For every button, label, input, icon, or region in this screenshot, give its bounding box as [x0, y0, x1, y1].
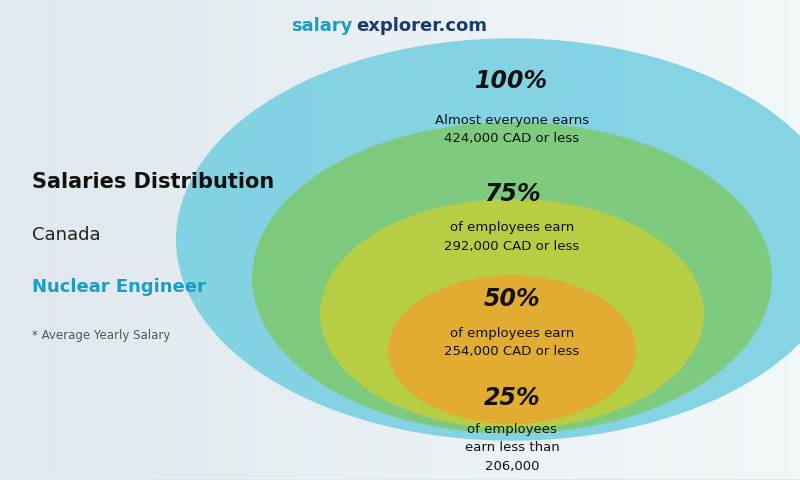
Circle shape	[252, 122, 772, 433]
Text: 75%: 75%	[484, 182, 540, 206]
Text: salary: salary	[290, 17, 352, 36]
Text: 50%: 50%	[484, 288, 540, 312]
Circle shape	[388, 276, 636, 424]
Text: Almost everyone earns
424,000 CAD or less: Almost everyone earns 424,000 CAD or les…	[435, 114, 589, 145]
Text: * Average Yearly Salary: * Average Yearly Salary	[32, 329, 170, 342]
Text: Salaries Distribution: Salaries Distribution	[32, 172, 274, 192]
Text: of employees earn
292,000 CAD or less: of employees earn 292,000 CAD or less	[444, 221, 580, 253]
Circle shape	[320, 199, 704, 429]
Text: of employees
earn less than
206,000: of employees earn less than 206,000	[465, 423, 559, 473]
Circle shape	[176, 38, 800, 441]
Text: Canada: Canada	[32, 226, 101, 244]
Text: explorer.com: explorer.com	[356, 17, 487, 36]
Text: of employees earn
254,000 CAD or less: of employees earn 254,000 CAD or less	[444, 327, 580, 358]
Text: 100%: 100%	[475, 70, 549, 94]
Text: Nuclear Engineer: Nuclear Engineer	[32, 278, 206, 297]
Text: 25%: 25%	[484, 385, 540, 409]
